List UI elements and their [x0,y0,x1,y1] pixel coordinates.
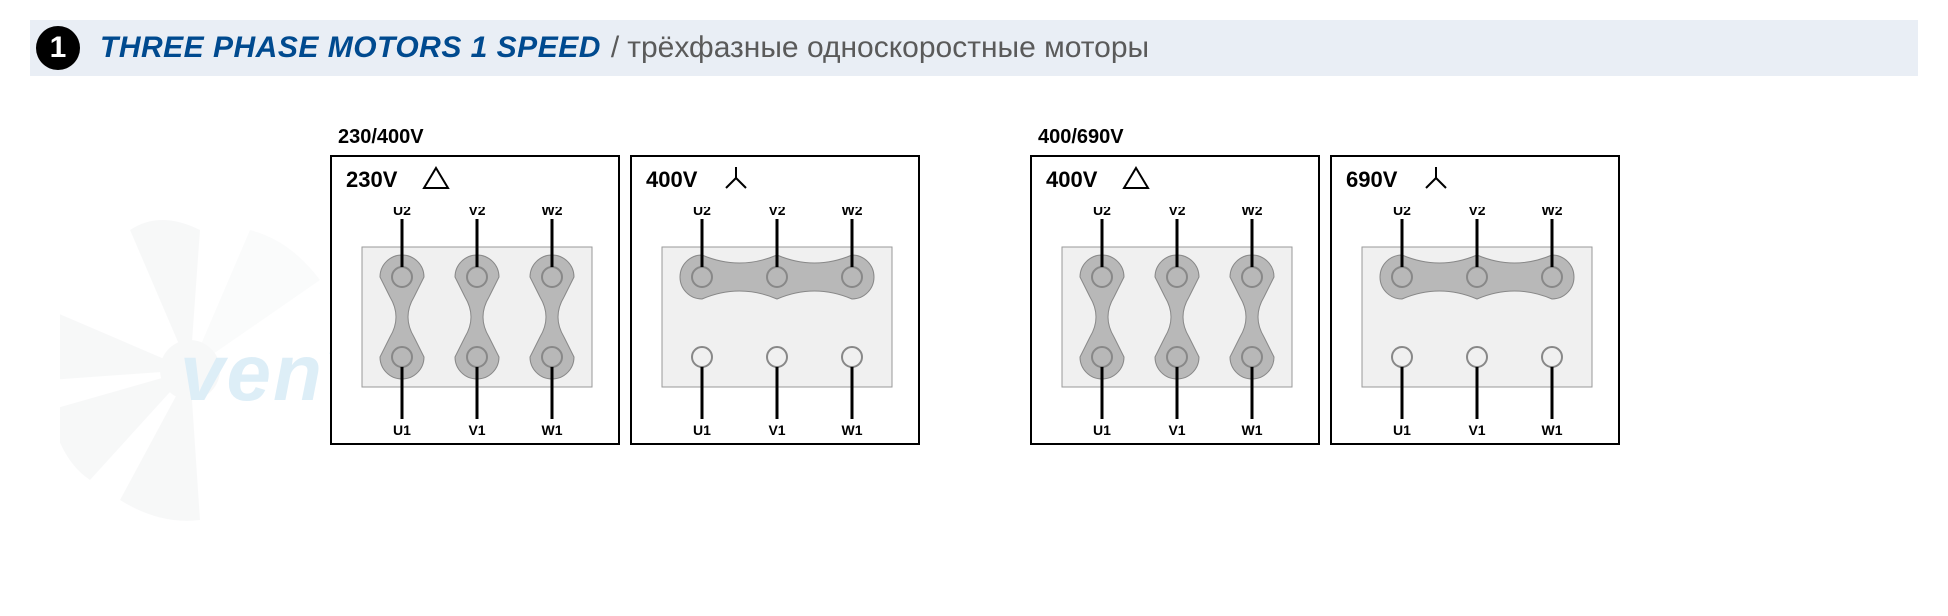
terminal-diagram-svg: U2 U1 V2 V1 W2 W1 [632,207,922,447]
diagram-voltage-label: 400V [1046,167,1097,193]
terminal-diagram-svg: U2 U1 V2 V1 W2 W1 [332,207,622,447]
group-voltage-label: 230/400V [330,126,920,149]
svg-text:W2: W2 [542,207,563,218]
diagrams-container: 230/400V 230V U2 U1 V2 V1 W2 W1 400V U2 U1 V2 V1 W2… [30,126,1918,445]
diagram-pair: 230V U2 U1 V2 V1 W2 W1 400V U2 U1 V2 V1 W2 W1 [330,155,920,445]
wiring-diagram: 400V U2 U1 V2 V1 W2 W1 [1030,155,1320,445]
star-config-icon [722,165,750,196]
delta-icon [1122,165,1150,191]
svg-text:W1: W1 [842,422,863,438]
section-number-badge: 1 [36,26,80,70]
terminal-diagram-svg: U2 U1 V2 V1 W2 W1 [1332,207,1622,447]
section-number: 1 [50,31,67,65]
star-icon [722,165,750,191]
svg-text:U1: U1 [1093,422,1111,438]
diagram-voltage-label: 400V [646,167,697,193]
svg-text:V2: V2 [1468,207,1485,218]
svg-text:U2: U2 [1393,207,1411,218]
svg-text:V1: V1 [468,422,485,438]
svg-text:V1: V1 [1168,422,1185,438]
voltage-group: 230/400V 230V U2 U1 V2 V1 W2 W1 400V U2 U1 V2 V1 W2… [330,126,920,445]
svg-text:W1: W1 [1242,422,1263,438]
svg-text:W2: W2 [1242,207,1263,218]
svg-text:U1: U1 [1393,422,1411,438]
delta-config-icon [1122,165,1150,196]
svg-text:U2: U2 [1093,207,1111,218]
svg-text:U2: U2 [693,207,711,218]
title-separator: / [611,31,619,65]
svg-text:V2: V2 [768,207,785,218]
svg-text:V1: V1 [1468,422,1485,438]
svg-text:U1: U1 [393,422,411,438]
wiring-diagram: 230V U2 U1 V2 V1 W2 W1 [330,155,620,445]
svg-text:U2: U2 [393,207,411,218]
title-english: THREE PHASE MOTORS 1 SPEED [100,31,601,65]
svg-text:W2: W2 [1542,207,1563,218]
section-header: 1 THREE PHASE MOTORS 1 SPEED / трёхфазны… [30,20,1918,76]
star-config-icon [1422,165,1450,196]
svg-text:W1: W1 [1542,422,1563,438]
svg-text:W2: W2 [842,207,863,218]
diagram-voltage-label: 690V [1346,167,1397,193]
wiring-diagram: 400V U2 U1 V2 V1 W2 W1 [630,155,920,445]
delta-config-icon [422,165,450,196]
group-voltage-label: 400/690V [1030,126,1620,149]
terminal-diagram-svg: U2 U1 V2 V1 W2 W1 [1032,207,1322,447]
svg-text:W1: W1 [542,422,563,438]
star-icon [1422,165,1450,191]
diagram-pair: 400V U2 U1 V2 V1 W2 W1 690V U2 U1 V2 V1 W2 W1 [1030,155,1620,445]
wiring-diagram: 690V U2 U1 V2 V1 W2 W1 [1330,155,1620,445]
title-russian: трёхфазные односкоростные моторы [627,31,1149,65]
svg-text:V1: V1 [768,422,785,438]
diagram-voltage-label: 230V [346,167,397,193]
svg-text:V2: V2 [468,207,485,218]
delta-icon [422,165,450,191]
svg-text:V2: V2 [1168,207,1185,218]
voltage-group: 400/690V 400V U2 U1 V2 V1 W2 W1 690V U2 U1 V2 V1 W2… [1030,126,1620,445]
svg-text:U1: U1 [693,422,711,438]
